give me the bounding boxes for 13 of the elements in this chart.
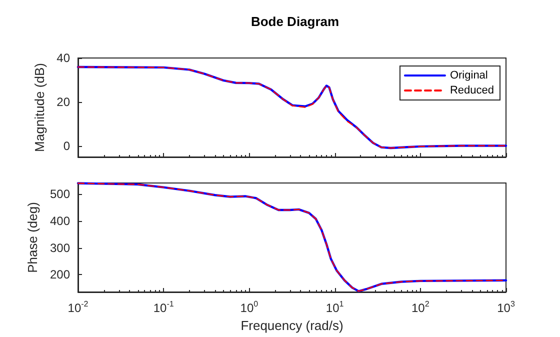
y-tick-label: 500 xyxy=(50,186,70,201)
y-tick-label: 40 xyxy=(56,51,70,65)
y-tick-label: 400 xyxy=(50,214,70,228)
y-tick-label: 200 xyxy=(50,268,70,282)
y-tick-label: 20 xyxy=(56,95,70,109)
legend-label: Original xyxy=(450,70,488,82)
y-tick-label: 0 xyxy=(63,139,70,153)
y-tick-label: 300 xyxy=(50,240,70,255)
chart-title: Bode Diagram xyxy=(250,14,340,29)
y-axis-title: Magnitude (dB) xyxy=(32,63,47,152)
x-axis-title: Frequency (rad/s) xyxy=(240,318,344,333)
legend-label: Reduced xyxy=(450,84,494,96)
y-axis-title: Phase (deg) xyxy=(25,202,40,273)
